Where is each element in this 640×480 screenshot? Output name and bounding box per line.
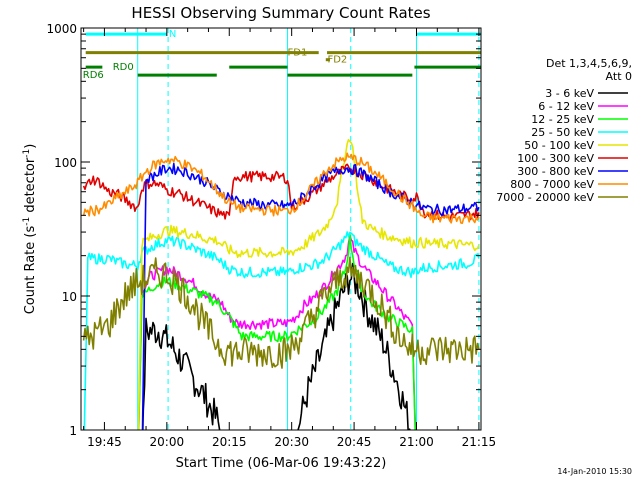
x-tick-label: 20:15 <box>212 435 247 449</box>
flag-label-rd6: RD6 <box>83 70 104 81</box>
legend-label: 6 - 12 keV <box>538 100 594 113</box>
series-line-8 <box>82 152 480 224</box>
y-axis: 1 10 100 1000 <box>46 22 481 438</box>
y-tick-label: 1000 <box>46 22 77 36</box>
interval-markers <box>80 28 480 430</box>
legend-label: 800 - 7000 keV <box>510 178 594 191</box>
flag-label-fd2: FD2 <box>327 55 347 66</box>
x-axis-label: Start Time (06-Mar-06 19:43:22) <box>176 456 387 471</box>
x-tick-label: 19:45 <box>87 435 122 449</box>
legend-label: 100 - 300 keV <box>517 152 594 165</box>
y-tick-label: 10 <box>62 290 77 304</box>
series-line-9 <box>82 256 480 369</box>
legend-label: 25 - 50 keV <box>531 126 594 139</box>
x-tick-label: 20:00 <box>150 435 185 449</box>
series-line-4 <box>83 231 480 430</box>
x-tick-label: 21:00 <box>399 435 434 449</box>
chart-title: HESSI Observing Summary Count Rates <box>131 4 430 22</box>
legend-header-line2: Att 0 <box>606 70 632 83</box>
legend-label: 300 - 800 keV <box>517 165 594 178</box>
legend-label: 3 - 6 keV <box>545 87 594 100</box>
flag-label-fd1: FD1 <box>288 48 308 59</box>
x-axis: 19:45 20:00 20:15 20:30 20:45 21:00 21:15 <box>83 28 497 449</box>
legend-label: 50 - 100 keV <box>524 139 594 152</box>
x-tick-label: 21:15 <box>462 435 497 449</box>
y-axis-label: Count Rate (s-1 detector-1) <box>22 144 38 315</box>
flag-label-n: N <box>169 29 176 40</box>
legend-label: 12 - 25 keV <box>531 113 594 126</box>
flag-label-rd0: RD0 <box>113 62 134 73</box>
series-layer <box>82 138 480 430</box>
x-tick-label: 20:30 <box>274 435 309 449</box>
y-tick-label: 1 <box>69 424 77 438</box>
series-line-5 <box>137 138 480 430</box>
x-tick-label: 20:45 <box>337 435 372 449</box>
footer-timestamp: 14-Jan-2010 15:30 <box>557 467 632 476</box>
flag-bars: N FD1 FD2 RD0 RD6 <box>83 29 481 81</box>
plot-frame <box>80 27 482 431</box>
legend-header-line1: Det 1,3,4,5,6,9, <box>546 57 632 70</box>
y-tick-label: 100 <box>54 156 77 170</box>
series-line-1 <box>142 262 411 430</box>
legend-label: 7000 - 20000 keV <box>496 191 594 204</box>
